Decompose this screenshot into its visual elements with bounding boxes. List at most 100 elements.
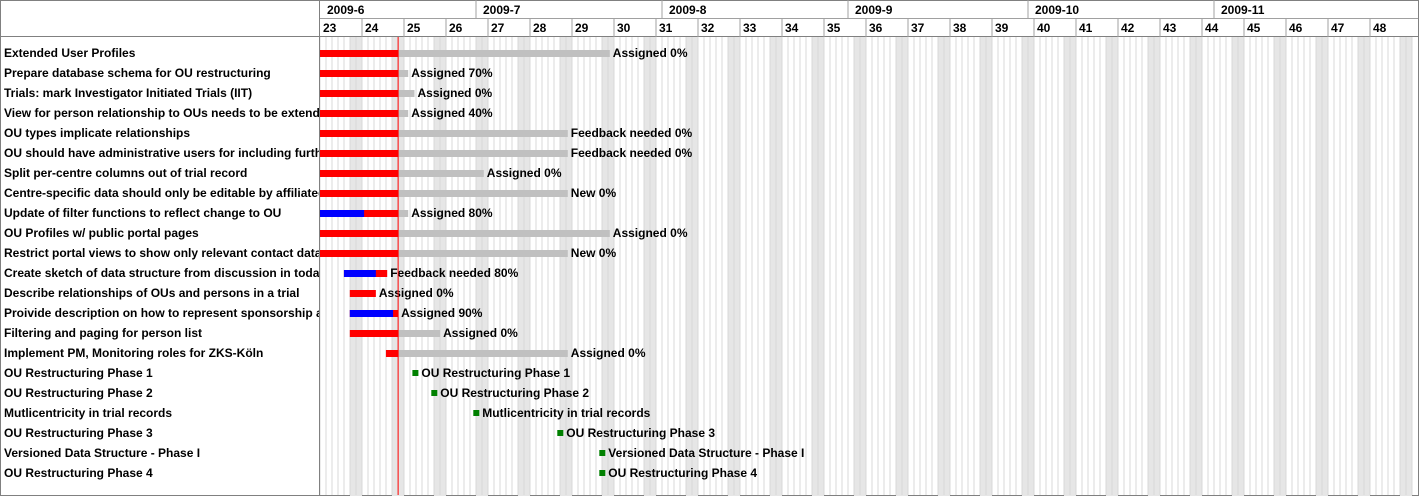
milestone-marker: [599, 450, 606, 456]
task-label: Centre-specific data should only be edit…: [4, 186, 325, 200]
month-label: 2009-10: [1035, 3, 1079, 17]
task-bar-remaining: [398, 210, 409, 217]
weekend-shade: [854, 37, 860, 496]
month-label: 2009-6: [327, 3, 365, 17]
task-label: Extended User Profiles: [4, 46, 136, 60]
milestone-caption: OU Restructuring Phase 4: [608, 466, 757, 480]
task-bar-late: [320, 170, 399, 177]
week-label: 47: [1331, 21, 1345, 35]
milestone-label: OU Restructuring Phase 3: [4, 426, 153, 440]
weekend-shade: [902, 37, 908, 496]
milestone-caption: Versioned Data Structure - Phase I: [608, 446, 804, 460]
weekend-shade: [356, 37, 362, 496]
weekend-shade: [1028, 37, 1034, 496]
week-label: 35: [827, 21, 841, 35]
week-label: 46: [1289, 21, 1303, 35]
week-label: 27: [491, 21, 505, 35]
weekend-shade: [440, 37, 446, 496]
task-label: Prepare database schema for OU restructu…: [4, 66, 271, 80]
weekend-shade: [1400, 37, 1406, 496]
task-label: Describe relationships of OUs and person…: [4, 286, 299, 300]
weekend-shade: [860, 37, 866, 496]
milestone-label: OU Restructuring Phase 4: [4, 466, 153, 480]
task-bar-remaining: [398, 330, 441, 337]
task-status-label: Assigned 0%: [418, 86, 493, 100]
task-status-label: New 0%: [571, 186, 617, 200]
milestone-label: Versioned Data Structure - Phase I: [4, 446, 200, 460]
weekend-shade: [1070, 37, 1076, 496]
weekend-shade: [1280, 37, 1286, 496]
weekend-shade: [518, 37, 524, 496]
task-bar-remaining: [398, 190, 568, 197]
week-label: 39: [995, 21, 1009, 35]
milestone-label: OU Restructuring Phase 2: [4, 386, 153, 400]
weekend-shade: [1316, 37, 1322, 496]
task-status-label: Assigned 90%: [401, 306, 483, 320]
task-label: Implement PM, Monitoring roles for ZKS-K…: [4, 346, 263, 360]
milestone-label: OU Restructuring Phase 1: [4, 366, 153, 380]
task-label: OU should have administrative users for …: [4, 146, 329, 160]
task-bar-late: [349, 330, 399, 337]
task-status-label: Assigned 0%: [379, 286, 454, 300]
week-label: 43: [1163, 21, 1177, 35]
task-bar-late: [320, 110, 399, 117]
weekend-shade: [524, 37, 530, 496]
task-bar-remaining: [398, 130, 568, 137]
week-label: 42: [1121, 21, 1135, 35]
weekend-shade: [1022, 37, 1028, 496]
task-status-label: Assigned 40%: [411, 106, 493, 120]
weekend-shade: [602, 37, 608, 496]
task-status-label: Feedback needed 80%: [390, 266, 518, 280]
task-bar-late: [385, 350, 399, 357]
weekend-shade: [734, 37, 740, 496]
weekend-shade: [944, 37, 950, 496]
weekend-shade: [812, 37, 818, 496]
weekend-shade: [1154, 37, 1160, 496]
week-label: 41: [1079, 21, 1093, 35]
task-bar-remaining: [398, 50, 610, 57]
task-bar-late: [320, 50, 399, 57]
task-bar-remaining: [398, 170, 484, 177]
week-label: 34: [785, 21, 799, 35]
task-label: Proivide description on how to represent…: [4, 306, 328, 320]
task-label: Restrict portal views to show only relev…: [4, 246, 322, 260]
task-bar-late: [320, 250, 399, 257]
week-label: 32: [701, 21, 715, 35]
weekend-shade: [728, 37, 734, 496]
task-bar-done: [343, 270, 376, 277]
week-label: 33: [743, 21, 757, 35]
milestone-caption: OU Restructuring Phase 1: [421, 366, 570, 380]
task-status-label: Feedback needed 0%: [571, 126, 693, 140]
task-bar-late: [320, 230, 399, 237]
week-label: 26: [449, 21, 463, 35]
task-bar-remaining: [398, 110, 409, 117]
month-label: 2009-8: [669, 3, 707, 17]
task-bar-remaining: [398, 150, 568, 157]
task-label: Update of filter functions to reflect ch…: [4, 206, 281, 220]
week-label: 31: [659, 21, 673, 35]
task-label: OU Profiles w/ public portal pages: [4, 226, 199, 240]
timeline-header: 2009-6 2009-7 2009-8 2009-9 2009-10 2009-11 23…: [0, 0, 1418, 37]
task-status-label: Assigned 0%: [571, 346, 646, 360]
calendar-background: [319, 0, 1413, 496]
weekend-shade: [1232, 37, 1238, 496]
task-label: Filtering and paging for person list: [4, 326, 202, 340]
task-bar-late: [320, 190, 399, 197]
weekend-shade: [896, 37, 902, 496]
week-label: 25: [407, 21, 421, 35]
weekend-shade: [608, 37, 614, 496]
milestone-marker: [431, 390, 438, 396]
weekend-shade: [1406, 37, 1412, 496]
weekend-shade: [1238, 37, 1244, 496]
weekend-shade: [650, 37, 656, 496]
weekend-shade: [398, 37, 404, 496]
task-status-label: Feedback needed 0%: [571, 146, 693, 160]
weekend-shade: [818, 37, 824, 496]
weekend-shade: [1148, 37, 1154, 496]
task-status-label: Assigned 0%: [487, 166, 562, 180]
task-status-label: New 0%: [571, 246, 617, 260]
weekend-shade: [1112, 37, 1118, 496]
milestone-marker: [473, 410, 480, 416]
weekend-shade: [686, 37, 692, 496]
weekend-shade: [980, 37, 986, 496]
